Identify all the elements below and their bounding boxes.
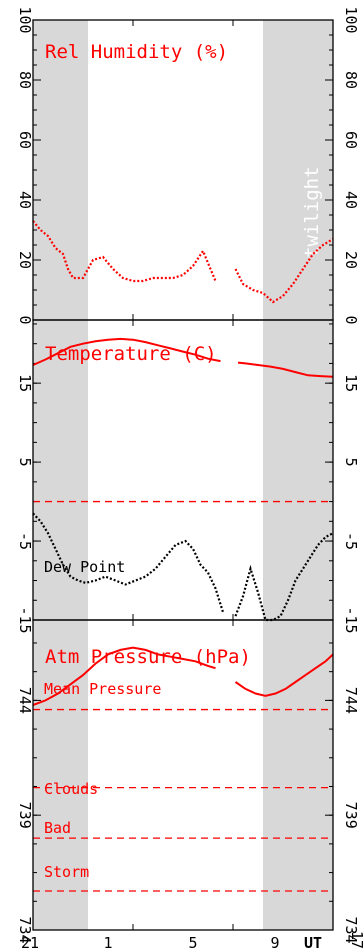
y-tick-label-right: 5 xyxy=(342,458,360,467)
x-tick-label: 5 xyxy=(188,934,197,952)
twilight-band xyxy=(33,320,88,620)
x-tick-label: 21 xyxy=(21,934,39,952)
twilight-band xyxy=(263,20,333,320)
twilight-label: twilight xyxy=(301,166,323,258)
y-tick-label-right: 40 xyxy=(342,191,360,209)
y-tick-label-left: 40 xyxy=(16,191,34,209)
y-tick-label-right: -5 xyxy=(342,532,360,550)
y-tick-label-right: -15 xyxy=(342,606,360,633)
twilight-band xyxy=(33,620,88,930)
x-tick-label: 17 xyxy=(348,931,363,949)
panel-frames xyxy=(32,19,334,931)
panel-humidity: Rel Humidity (%) twilight xyxy=(45,41,323,258)
y-tick-label-left: 100 xyxy=(16,6,34,33)
y-tick-label-right: 734 xyxy=(342,916,360,943)
pressure-title: Atm Pressure (hPa) xyxy=(45,646,251,668)
y-tick-label-left: 60 xyxy=(16,131,34,149)
y-tick-label-left: 5 xyxy=(16,458,34,467)
series-line xyxy=(237,361,334,378)
x-tick-label: 1 xyxy=(103,934,112,952)
y-tick-label-right: 739 xyxy=(342,802,360,829)
mean-pressure-label: Mean Pressure xyxy=(44,680,161,698)
storm-label: Storm xyxy=(44,863,89,881)
y-tick-label-left: -5 xyxy=(16,532,34,550)
series-line xyxy=(32,220,217,283)
humidity-title: Rel Humidity (%) xyxy=(45,41,228,63)
y-tick-label-right: 100 xyxy=(342,6,360,33)
y-tick-label-right: 744 xyxy=(342,687,360,714)
y-tick-label-right: 60 xyxy=(342,131,360,149)
x-tick-label: 9 xyxy=(270,934,279,952)
series-line xyxy=(234,238,334,304)
y-tick-label-right: 80 xyxy=(342,71,360,89)
y-tick-label-left: 80 xyxy=(16,71,34,89)
bad-label: Bad xyxy=(44,819,71,837)
series-line xyxy=(234,532,334,622)
twilight-band xyxy=(33,20,88,320)
series-line xyxy=(32,337,221,366)
series-line xyxy=(32,512,225,613)
clouds-label: Clouds xyxy=(44,780,98,798)
y-tick-label-left: 0 xyxy=(16,315,34,324)
y-tick-label-right: 0 xyxy=(342,315,360,324)
twilight-band xyxy=(263,320,333,620)
x-unit-label: UT xyxy=(304,934,322,952)
y-tick-label-left: -15 xyxy=(16,606,34,633)
series-line xyxy=(32,646,216,706)
panel-frame xyxy=(32,619,334,931)
y-tick-label-left: 15 xyxy=(16,374,34,392)
y-tick-label-left: 739 xyxy=(16,802,34,829)
dew-point-label: Dew Point xyxy=(44,558,125,576)
y-tick-label-right: 15 xyxy=(342,374,360,392)
y-tick-label-right: 20 xyxy=(342,251,360,269)
y-tick-label-left: 744 xyxy=(16,687,34,714)
y-tick-label-left: 20 xyxy=(16,251,34,269)
series-line xyxy=(234,653,334,697)
y-tick-label-left: 734 xyxy=(16,916,34,943)
twilight-band xyxy=(263,620,333,930)
